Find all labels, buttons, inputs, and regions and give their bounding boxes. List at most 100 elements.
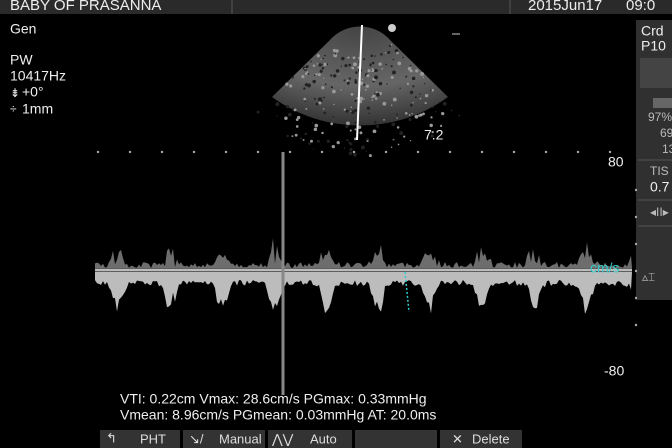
speckle — [295, 134, 298, 137]
speckle — [322, 67, 324, 69]
gain: 97% — [648, 110, 672, 124]
probe: Crd — [641, 23, 664, 39]
speckle — [409, 114, 411, 116]
date: 2015Jun17 — [528, 0, 602, 14]
time: 09:0 — [626, 0, 655, 14]
speckle — [435, 111, 436, 112]
speckle — [305, 83, 308, 86]
speckle — [345, 125, 348, 128]
speckle — [314, 75, 315, 76]
speckle — [318, 63, 321, 66]
scale-dot — [193, 151, 195, 153]
scale-top: 80 — [608, 154, 624, 170]
speckle — [331, 86, 333, 88]
speckle — [306, 71, 308, 73]
power: P10 — [641, 38, 666, 54]
speckle — [348, 56, 350, 58]
button-delete[interactable]: ✕ Delete — [440, 430, 522, 448]
speckle — [410, 91, 413, 94]
scale-bottom: -80 — [604, 363, 624, 379]
speckle — [372, 94, 375, 97]
speckle — [458, 115, 460, 117]
button-auto[interactable]: ⋀⋁ Auto — [268, 430, 352, 448]
speckle — [300, 137, 302, 139]
value-1: 69 — [660, 126, 672, 140]
mode: PW — [10, 52, 33, 68]
speckle — [314, 98, 316, 100]
speckle — [420, 72, 424, 76]
scale-dot — [635, 216, 637, 218]
speckle — [405, 112, 408, 115]
speckle — [397, 62, 401, 66]
speckle — [351, 93, 354, 96]
speckle — [412, 85, 414, 87]
speckle — [451, 109, 453, 111]
speckle — [376, 125, 379, 128]
button-label: Manual — [219, 431, 262, 446]
speckle — [350, 148, 353, 151]
speckle — [424, 83, 425, 84]
speckle — [354, 128, 356, 130]
speckle — [398, 144, 400, 146]
speckle — [313, 148, 314, 149]
speckle — [360, 97, 363, 100]
speckle — [403, 135, 405, 137]
orientation-dot — [388, 24, 396, 32]
speckle — [294, 108, 297, 111]
speckle — [371, 100, 372, 101]
tis-label: TIS — [650, 164, 669, 178]
speckle — [315, 73, 317, 75]
speckle — [289, 84, 292, 87]
speckle — [410, 65, 412, 67]
speckle — [341, 65, 343, 67]
scale-dot — [635, 324, 637, 326]
speckle — [351, 67, 354, 70]
speckle — [367, 140, 369, 142]
speckle — [372, 62, 375, 65]
speckle — [323, 63, 326, 66]
speckle — [396, 52, 399, 55]
scale-dot — [449, 151, 451, 153]
speckle — [355, 79, 357, 81]
speckle — [361, 145, 365, 149]
speckle — [305, 133, 308, 136]
speckle — [332, 145, 335, 148]
speckle — [374, 121, 377, 124]
speckle — [353, 63, 354, 64]
speckle — [323, 77, 324, 78]
speckle — [306, 65, 309, 68]
button-empty[interactable] — [355, 430, 437, 448]
speckle — [321, 86, 324, 89]
scale-dot — [257, 151, 259, 153]
tis-value: 0.7 — [650, 179, 670, 195]
speckle — [399, 131, 403, 135]
speckle — [412, 102, 413, 103]
speckle — [341, 57, 344, 60]
speckle — [333, 74, 336, 77]
speckle — [312, 122, 313, 123]
speckle — [393, 98, 397, 102]
speckle — [402, 57, 404, 59]
speckle — [410, 69, 413, 72]
speckle — [320, 70, 323, 73]
speckle — [330, 122, 333, 125]
speckle — [321, 132, 323, 134]
measurement-line: VTI: 0.22cm Vmax: 28.6cm/s PGmax: 0.33mm… — [120, 391, 427, 407]
speckle — [338, 73, 339, 74]
speckle — [386, 83, 387, 84]
speckle — [348, 64, 351, 67]
speckle — [354, 100, 356, 102]
speckle — [383, 119, 385, 121]
speckle — [366, 84, 369, 87]
speckle — [353, 62, 357, 66]
speckle — [391, 105, 392, 106]
speckle — [366, 150, 367, 151]
scale-unit: cm/s — [590, 260, 620, 276]
speckle — [324, 55, 326, 57]
button-manual[interactable]: ↘/ Manual — [183, 430, 265, 448]
speckle — [349, 152, 353, 156]
preset: Gen — [10, 21, 36, 37]
button-pht[interactable]: ↰ PHT — [100, 430, 180, 448]
scale-dot — [417, 151, 419, 153]
speckle — [301, 75, 304, 78]
